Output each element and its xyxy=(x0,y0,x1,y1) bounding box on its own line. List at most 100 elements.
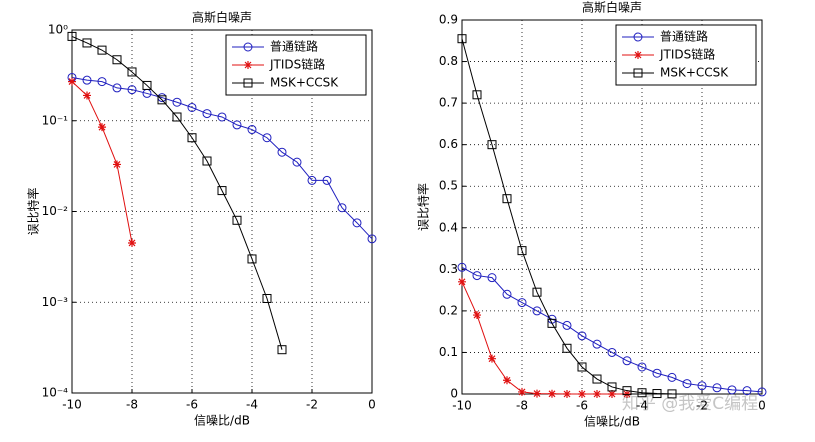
marker xyxy=(532,287,542,297)
marker xyxy=(217,186,227,196)
marker xyxy=(502,289,512,299)
legend-label: 普通链路 xyxy=(270,39,318,54)
marker xyxy=(472,271,482,281)
y-tick-label: 10⁻⁴ xyxy=(42,386,69,400)
marker xyxy=(367,234,377,244)
marker xyxy=(562,343,572,353)
marker xyxy=(83,91,91,100)
marker xyxy=(757,387,767,397)
marker xyxy=(608,390,616,398)
legend-label: JTIDS链路 xyxy=(659,47,715,62)
marker xyxy=(487,140,497,150)
x-tick-label: -6 xyxy=(576,399,588,413)
marker xyxy=(652,389,662,399)
marker xyxy=(547,318,557,328)
marker xyxy=(262,133,272,143)
legend-marker xyxy=(243,42,253,52)
marker xyxy=(127,85,137,95)
legend-marker xyxy=(243,78,253,88)
marker xyxy=(187,102,197,112)
legend-label: MSK+CCSK xyxy=(660,66,729,80)
y-tick-label: 10⁻³ xyxy=(42,295,69,309)
marker xyxy=(337,203,347,213)
y-tick-label: 10⁻² xyxy=(42,204,69,218)
legend-marker xyxy=(634,51,642,59)
marker xyxy=(622,386,632,396)
chart-title: 高斯白噪声 xyxy=(582,0,642,15)
plot-frame xyxy=(71,29,373,394)
x-tick-label: -8 xyxy=(516,399,528,413)
marker xyxy=(262,293,272,303)
marker xyxy=(98,123,106,132)
marker xyxy=(533,389,541,398)
marker xyxy=(157,95,167,105)
marker xyxy=(592,374,602,384)
marker xyxy=(502,194,512,204)
x-tick-label: -6 xyxy=(186,398,198,412)
series-line xyxy=(71,76,373,240)
x-tick-label: -8 xyxy=(126,398,138,412)
marker xyxy=(322,175,332,185)
marker xyxy=(82,38,92,48)
marker xyxy=(742,386,752,396)
marker xyxy=(307,175,317,185)
marker xyxy=(503,376,511,385)
marker xyxy=(113,160,121,169)
x-tick-label: -2 xyxy=(306,398,318,412)
marker xyxy=(473,311,481,320)
chart-title: 高斯白噪声 xyxy=(192,10,252,25)
legend-marker xyxy=(633,32,643,42)
y-tick-label: 10⁻¹ xyxy=(42,113,69,127)
marker xyxy=(457,34,467,44)
legend-label: MSK+CCSK xyxy=(270,76,339,90)
marker xyxy=(472,90,482,100)
legend-marker xyxy=(244,61,252,69)
marker xyxy=(247,254,257,264)
marker xyxy=(82,75,92,85)
legend-label: 普通链路 xyxy=(660,29,708,44)
x-tick-label: -10 xyxy=(62,398,82,412)
x-tick-label: -4 xyxy=(246,398,258,412)
marker xyxy=(247,125,257,135)
marker xyxy=(68,77,76,86)
x-tick-label: -10 xyxy=(452,399,472,413)
marker xyxy=(277,147,287,157)
marker xyxy=(128,238,136,247)
y-tick-label: 0.7 xyxy=(439,96,458,110)
y-tick-label: 10⁰ xyxy=(48,23,68,37)
y-tick-label: 0.2 xyxy=(439,303,458,317)
marker xyxy=(97,77,107,87)
marker xyxy=(97,45,107,55)
marker xyxy=(577,362,587,372)
y-tick-label: 0.5 xyxy=(439,179,458,193)
series-line xyxy=(71,35,283,350)
marker xyxy=(172,112,182,122)
marker xyxy=(577,331,587,341)
x-tick-label: -2 xyxy=(696,399,708,413)
marker xyxy=(488,354,496,363)
marker xyxy=(202,109,212,119)
marker xyxy=(667,389,677,399)
marker xyxy=(217,112,227,122)
y-tick-label: 0.1 xyxy=(439,345,458,359)
marker xyxy=(532,306,542,316)
marker xyxy=(202,156,212,166)
x-axis-label: 信噪比/dB xyxy=(584,415,640,429)
marker xyxy=(607,382,617,392)
marker xyxy=(623,390,631,398)
marker xyxy=(652,368,662,378)
x-tick-label: 0 xyxy=(368,398,376,412)
marker xyxy=(352,218,362,228)
marker xyxy=(727,385,737,395)
series-line xyxy=(461,38,673,395)
marker xyxy=(487,273,497,283)
y-tick-label: 0.6 xyxy=(439,137,458,151)
marker xyxy=(667,372,677,382)
marker xyxy=(142,80,152,90)
marker xyxy=(518,387,526,396)
marker xyxy=(578,390,586,398)
marker xyxy=(172,97,182,107)
y-tick-label: 0.8 xyxy=(439,54,458,68)
marker xyxy=(682,379,692,389)
marker xyxy=(292,157,302,167)
